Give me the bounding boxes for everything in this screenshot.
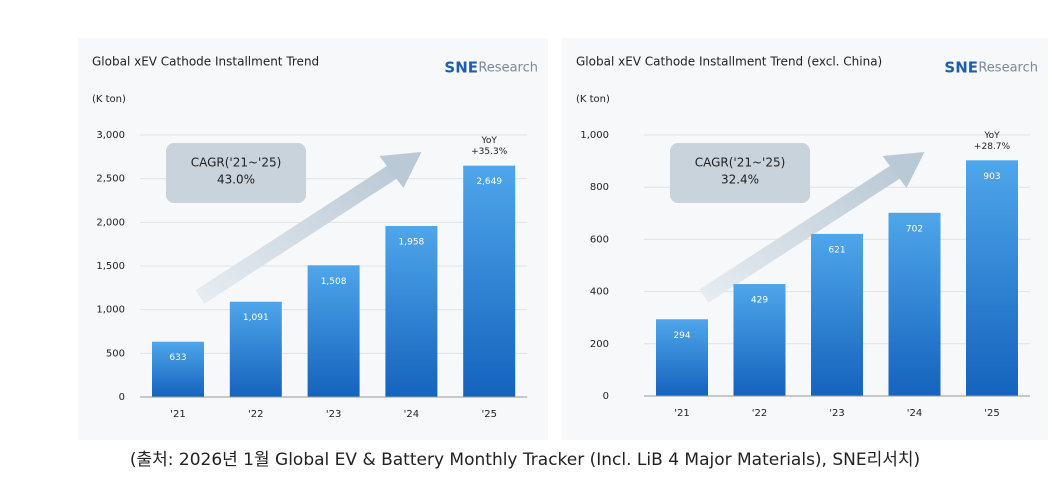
chart-title: Global xEV Cathode Installment Trend <box>92 55 319 69</box>
value-label: 621 <box>828 245 845 255</box>
chart-panel: Global xEV Cathode Installment Trend (K t… <box>78 38 548 440</box>
logo-text: Research <box>478 61 538 76</box>
y-tick-label: 0 <box>603 391 609 402</box>
value-label: 903 <box>983 172 1000 182</box>
logo-mark: SNE <box>944 59 978 77</box>
x-tick-label: '22 <box>248 409 263 420</box>
y-tick-label: 2,000 <box>96 217 125 228</box>
logo-text: Research <box>978 61 1038 76</box>
logo-mark: SNE <box>444 59 478 77</box>
bar <box>888 212 941 396</box>
chart-panel: Global xEV Cathode Installment Trend (ex… <box>562 38 1048 440</box>
y-tick-label: 1,500 <box>96 261 125 272</box>
bar <box>966 160 1018 396</box>
value-label: 294 <box>673 331 690 341</box>
cagr-value: 32.4% <box>721 173 759 187</box>
cagr-box <box>670 143 810 203</box>
bar <box>229 301 282 397</box>
x-tick-label: '23 <box>829 408 844 419</box>
yoy-value: +28.7% <box>974 142 1011 152</box>
value-label: 429 <box>751 296 768 306</box>
bar <box>152 341 204 397</box>
trend-arrow-head <box>882 152 925 188</box>
value-label: 702 <box>906 224 923 234</box>
x-tick-label: '21 <box>170 409 185 420</box>
bar <box>463 165 516 397</box>
cagr-label: CAGR('21~'25) <box>191 156 282 170</box>
cagr-label: CAGR('21~'25) <box>695 156 786 170</box>
x-tick-label: '25 <box>481 409 496 420</box>
y-tick-label: 500 <box>106 348 125 359</box>
x-tick-label: '24 <box>404 409 419 420</box>
y-tick-label: 1,000 <box>580 130 609 141</box>
bar <box>733 284 786 396</box>
chart-title: Global xEV Cathode Installment Trend (ex… <box>576 55 882 69</box>
bar <box>811 233 863 396</box>
source-caption: (출처: 2026년 1월 Global EV & Battery Monthl… <box>130 450 920 470</box>
trend-arrow-shaft <box>195 159 406 304</box>
value-label: 1,958 <box>399 238 425 248</box>
x-tick-label: '21 <box>674 408 689 419</box>
yoy-label: YoY <box>983 131 1000 141</box>
value-label: 1,508 <box>321 277 347 287</box>
x-tick-label: '25 <box>984 408 999 419</box>
x-tick-label: '23 <box>326 409 341 420</box>
bar <box>656 319 708 396</box>
cagr-box <box>166 143 306 203</box>
y-tick-label: 600 <box>590 234 609 245</box>
y-tick-label: 800 <box>590 182 609 193</box>
value-label: 2,649 <box>476 177 502 187</box>
trend-arrow-shaft <box>699 159 909 303</box>
unit-label: (K ton) <box>576 94 610 105</box>
y-tick-label: 0 <box>119 392 125 403</box>
x-tick-label: '24 <box>907 408 922 419</box>
y-tick-label: 3,000 <box>96 130 125 141</box>
bar <box>385 226 438 397</box>
value-label: 1,091 <box>243 313 269 323</box>
y-tick-label: 2,500 <box>96 174 125 185</box>
yoy-value: +35.3% <box>471 147 508 157</box>
value-label: 633 <box>169 353 186 363</box>
yoy-label: YoY <box>481 136 498 146</box>
y-tick-label: 400 <box>590 287 609 298</box>
x-tick-label: '22 <box>752 408 767 419</box>
y-tick-label: 200 <box>590 339 609 350</box>
y-tick-label: 1,000 <box>96 305 125 316</box>
bar <box>307 265 360 397</box>
unit-label: (K ton) <box>92 94 126 105</box>
trend-arrow-head <box>379 152 422 188</box>
cagr-value: 43.0% <box>217 173 255 187</box>
